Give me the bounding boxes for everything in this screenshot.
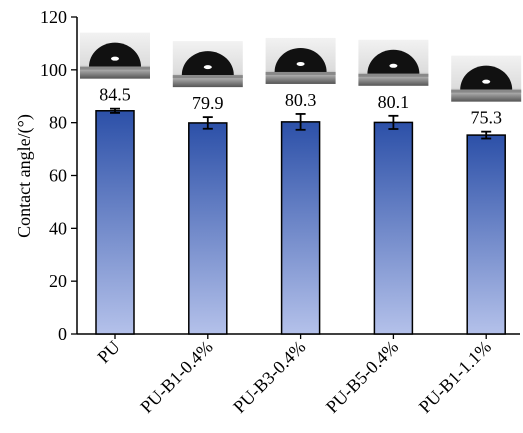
y-axis-label: Contact angle/(°) (14, 114, 35, 238)
x-tick-label: PU-B3-0.4% (229, 337, 309, 417)
droplet-base (266, 72, 336, 75)
droplet-image (358, 40, 428, 86)
bar (282, 122, 320, 334)
bar (96, 111, 134, 334)
y-tick-label: 20 (49, 271, 67, 291)
droplet-image (173, 41, 243, 87)
droplet-highlight (111, 57, 119, 61)
droplet-highlight (297, 62, 305, 66)
x-tick-label: PU-B1-0.4% (136, 337, 216, 417)
value-label: 80.1 (378, 92, 410, 112)
page: {"chart_data": {"type": "bar", "y_label"… (0, 0, 523, 433)
y-tick-label: 40 (49, 218, 67, 238)
value-label: 75.3 (470, 108, 502, 128)
y-tick-label: 60 (49, 166, 67, 186)
droplet-base (173, 75, 243, 78)
x-tick-label: PU-B1-1.1% (415, 337, 495, 417)
x-tick-label: PU-B5-0.4% (322, 337, 402, 417)
bar (189, 123, 227, 334)
y-tick-label: 120 (40, 7, 67, 27)
y-tick-label: 80 (49, 113, 67, 133)
value-label: 79.9 (192, 93, 224, 113)
droplet-image (451, 56, 521, 102)
droplet-base (80, 67, 150, 70)
droplet-base (358, 74, 428, 77)
droplet-highlight (482, 80, 490, 84)
x-tick-label: PU (93, 337, 123, 367)
droplet-highlight (389, 64, 397, 68)
bar (467, 135, 505, 334)
bar (374, 122, 412, 334)
droplet-image (266, 38, 336, 84)
droplet-image (80, 33, 150, 79)
y-tick-label: 0 (58, 324, 67, 344)
value-label: 84.5 (99, 85, 131, 105)
value-label: 80.3 (285, 90, 317, 110)
droplet-highlight (204, 65, 212, 69)
chart: Contact angle/(°) 0 20 40 60 80 100 120 PU 84.5 P… (0, 0, 523, 433)
droplet-base (451, 90, 521, 93)
y-tick-label: 100 (40, 60, 67, 80)
